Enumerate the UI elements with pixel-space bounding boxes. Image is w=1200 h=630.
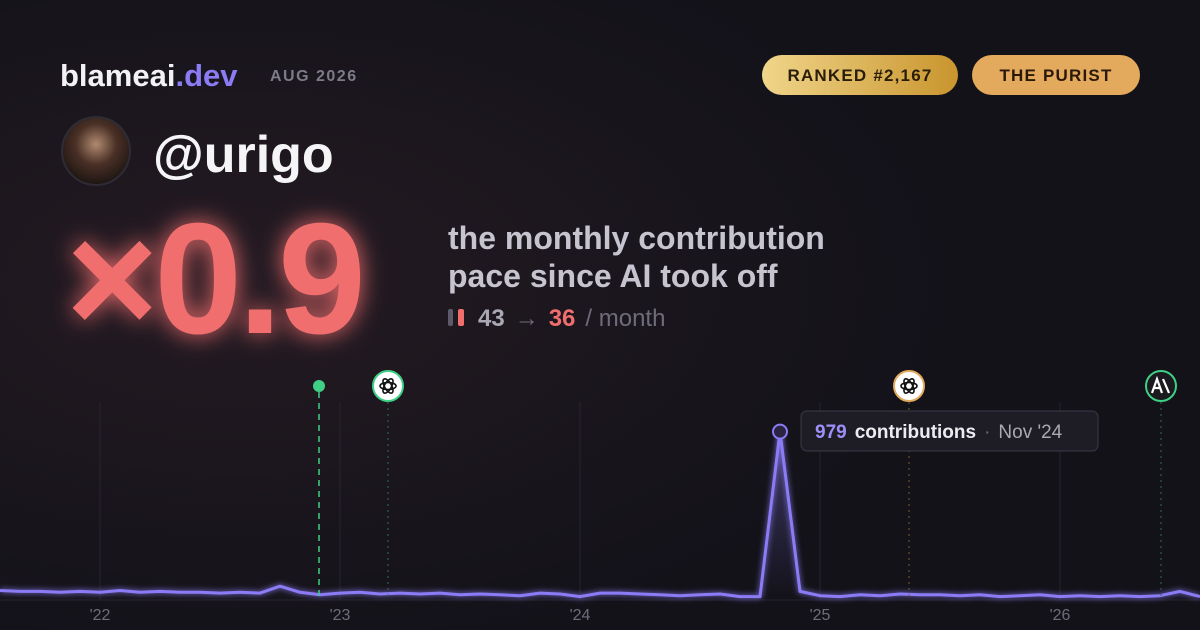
rank-badge bbox=[762, 55, 958, 95]
x-tick-label: '24 bbox=[570, 607, 591, 624]
tooltip-separator: · bbox=[984, 422, 990, 443]
tooltip-value: 979 bbox=[815, 422, 847, 443]
brand-name: blameai bbox=[60, 58, 175, 93]
peak-marker bbox=[772, 423, 788, 440]
tooltip-label: Nov '24 bbox=[998, 422, 1062, 443]
x-tick-label: '25 bbox=[810, 607, 831, 624]
description-line: pace since AI took off bbox=[448, 258, 778, 294]
before-value: 43 bbox=[478, 305, 505, 332]
x-tick-label: '23 bbox=[330, 607, 351, 624]
pace-stats: 43 → 36 / month bbox=[478, 305, 665, 332]
after-value: 36 bbox=[549, 305, 576, 332]
tooltip-text: 979 contributions · Nov '24 bbox=[815, 422, 1063, 443]
arrow: → bbox=[515, 305, 539, 332]
openai-glyph bbox=[379, 378, 397, 394]
brand: blameai.dev bbox=[60, 58, 238, 93]
event-icon bbox=[893, 370, 925, 402]
tooltip-box bbox=[800, 410, 1099, 452]
unit: / month bbox=[585, 305, 665, 332]
event-dot bbox=[313, 380, 325, 392]
period: AUG 2026 bbox=[270, 68, 358, 85]
rank-badge-text: RANKED #2,167 bbox=[787, 66, 932, 85]
x-tick-label: '26 bbox=[1050, 607, 1071, 624]
event-icon bbox=[372, 370, 404, 402]
brand-suffix: .dev bbox=[175, 58, 238, 93]
username: @urigo bbox=[153, 126, 334, 184]
x-tick-label: '22 bbox=[90, 607, 111, 624]
openai-glyph bbox=[900, 378, 918, 394]
after-icon bbox=[458, 309, 464, 326]
event-icon bbox=[1145, 370, 1177, 402]
anthropic-glyph bbox=[1150, 375, 1171, 394]
tooltip: 979 contributions · Nov '24 bbox=[800, 410, 1099, 452]
chart: '22 '23 '24 '25 '26 bbox=[0, 402, 1200, 624]
avatar bbox=[61, 116, 131, 186]
title-badge-text: THE PURIST bbox=[999, 66, 1112, 85]
description-line: the monthly contribution bbox=[448, 220, 825, 256]
tooltip-unit: contributions bbox=[855, 422, 976, 443]
line bbox=[0, 430, 1200, 599]
before-icon bbox=[448, 309, 453, 326]
multiplier: ×0.9 bbox=[66, 191, 362, 367]
title-badge bbox=[972, 55, 1140, 95]
